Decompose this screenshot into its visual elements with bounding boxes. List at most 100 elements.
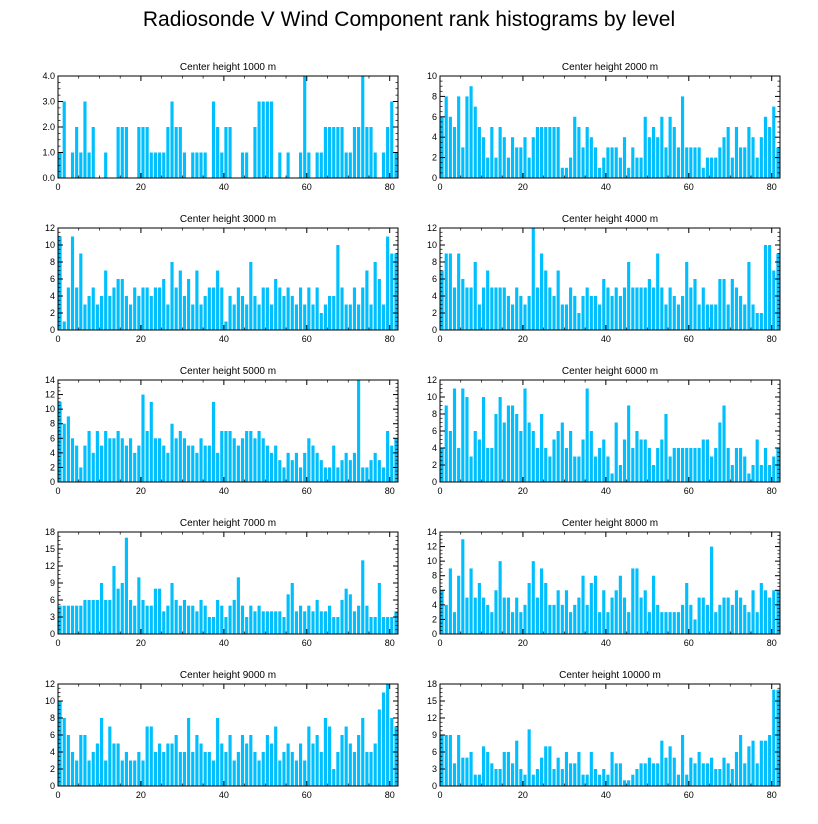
- bar: [178, 605, 182, 634]
- bar: [531, 228, 535, 330]
- bar: [369, 127, 373, 178]
- bar: [552, 604, 556, 634]
- bar: [369, 617, 373, 634]
- bar: [531, 774, 535, 786]
- bar: [116, 279, 120, 330]
- bar: [170, 583, 174, 634]
- y-tick-label: 8: [50, 713, 55, 723]
- panel-10: Center height 10000 m 0 3 6 9 12 15 18 0 20 40 60 80: [427, 670, 781, 800]
- bar: [544, 448, 548, 482]
- bar: [166, 304, 170, 330]
- bar: [158, 743, 162, 786]
- bar: [680, 296, 685, 330]
- bar: [373, 452, 377, 482]
- bar: [294, 611, 298, 634]
- y-tick-label: 2: [50, 462, 55, 472]
- bar: [535, 769, 540, 786]
- bar: [211, 101, 216, 178]
- y-tick-label: 10: [427, 556, 437, 566]
- y-tick-label: 12: [427, 223, 437, 233]
- bar: [294, 452, 298, 482]
- bar: [95, 743, 99, 786]
- bar: [83, 304, 87, 330]
- bar: [494, 769, 498, 786]
- bar: [643, 287, 647, 330]
- panel-title: Center height 9000 m: [180, 670, 276, 681]
- x-tick-label: 80: [385, 334, 395, 344]
- bar: [269, 743, 274, 786]
- bar: [465, 287, 469, 330]
- x-tick-label: 40: [601, 182, 611, 192]
- bar: [220, 605, 224, 634]
- bar: [319, 752, 323, 786]
- bar: [452, 388, 457, 482]
- bar: [718, 279, 722, 330]
- bar: [747, 612, 751, 634]
- x-tick-label: 0: [437, 638, 442, 648]
- bar: [141, 600, 145, 634]
- panel-7: Center height 7000 m 0 3 6 9 12 15 18 0 20 40 60 80: [45, 518, 399, 648]
- bar: [282, 617, 286, 634]
- bar: [361, 560, 365, 634]
- bar: [253, 127, 257, 178]
- bar: [710, 456, 714, 482]
- bar: [693, 448, 697, 482]
- bar: [158, 588, 162, 634]
- bar: [249, 735, 253, 786]
- bar: [245, 304, 249, 330]
- bar: [128, 760, 133, 786]
- bar: [656, 137, 660, 178]
- bar: [195, 270, 199, 330]
- y-tick-label: 8: [432, 91, 437, 101]
- y-tick-label: 0.0: [42, 173, 55, 183]
- bar: [763, 448, 768, 482]
- bar: [340, 600, 344, 634]
- x-tick-label: 80: [385, 790, 395, 800]
- x-tick-label: 60: [302, 790, 312, 800]
- bar: [585, 604, 589, 634]
- bar: [498, 769, 502, 786]
- bar: [344, 726, 348, 786]
- bar: [772, 456, 776, 482]
- bar: [622, 597, 627, 634]
- bar: [685, 448, 689, 482]
- bar: [448, 253, 452, 330]
- bar: [494, 157, 498, 178]
- bar: [261, 611, 265, 634]
- bar: [610, 752, 614, 786]
- bar: [290, 583, 294, 634]
- bar: [668, 746, 672, 786]
- bar: [145, 726, 149, 786]
- x-tick-label: 40: [601, 486, 611, 496]
- bar: [544, 127, 548, 178]
- bar: [298, 743, 303, 786]
- bar: [486, 270, 490, 330]
- bar: [461, 279, 465, 330]
- bar: [265, 611, 269, 634]
- bar: [701, 167, 705, 178]
- y-tick-label: 2: [432, 308, 437, 318]
- bar: [548, 604, 552, 634]
- bar: [635, 157, 639, 178]
- bar: [323, 611, 328, 634]
- bar: [710, 304, 714, 330]
- bar: [70, 605, 75, 634]
- bar: [240, 605, 245, 634]
- bar: [564, 167, 569, 178]
- bar: [91, 127, 95, 178]
- x-tick-label: 40: [601, 334, 611, 344]
- bar: [527, 157, 531, 178]
- bar: [710, 546, 714, 634]
- bar: [224, 431, 228, 482]
- y-tick-label: 12: [427, 713, 437, 723]
- bar: [328, 467, 332, 482]
- x-tick-label: 0: [437, 182, 442, 192]
- bar: [751, 740, 755, 786]
- y-tick-label: 0: [50, 325, 55, 335]
- bar: [361, 467, 365, 482]
- x-tick-label: 80: [385, 638, 395, 648]
- bar: [544, 746, 548, 786]
- bar: [87, 152, 91, 178]
- bar: [303, 452, 307, 482]
- bar: [224, 617, 228, 634]
